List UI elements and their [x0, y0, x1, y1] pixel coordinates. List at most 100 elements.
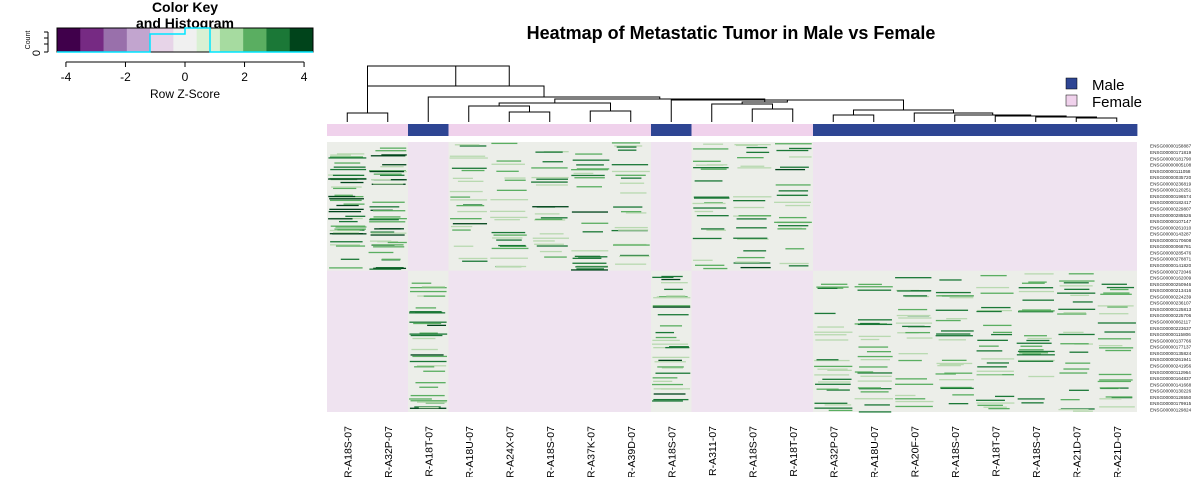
legend: Male Female — [1065, 77, 1142, 111]
dendrogram-branch — [913, 112, 994, 122]
color-key-x-axis: -4 -2 0 2 4 — [61, 61, 308, 84]
heatmap-cell — [371, 244, 404, 246]
heatmap-cell — [340, 181, 364, 184]
heatmap-cell — [857, 387, 882, 389]
group-bar-cell — [894, 124, 935, 136]
row-label: ENSG00000130226 — [1150, 389, 1192, 394]
heatmap-cell — [423, 295, 446, 297]
heatmap-cell — [661, 278, 681, 281]
heatmap-cell — [814, 407, 853, 409]
heatmap-cell — [818, 381, 851, 383]
heatmap-cell — [369, 206, 400, 208]
heatmap-cell — [1097, 380, 1131, 383]
heatmap-cell — [659, 296, 688, 298]
heatmap-cell — [329, 199, 362, 202]
row-label: ENSG00000158887 — [1150, 144, 1192, 149]
heatmap-cell — [611, 170, 650, 173]
heatmap-cell — [815, 383, 851, 385]
heatmap-cell — [778, 190, 809, 192]
row-label: ENSG00000141668 — [1150, 382, 1192, 387]
dendrogram-branch — [468, 105, 530, 122]
heatmap-cell — [343, 203, 365, 205]
heatmap-cell — [789, 147, 812, 150]
heatmap-cell — [814, 312, 836, 315]
column-label: R-A21D-07 — [1112, 426, 1124, 477]
heatmap-cell — [381, 154, 407, 156]
heatmap-cell — [906, 337, 933, 339]
row-label: ENSG00000135824 — [1150, 351, 1192, 356]
heatmap-cell — [935, 335, 973, 337]
heatmap-cell — [387, 241, 407, 244]
row-label: ENSG00000196574 — [1150, 194, 1192, 199]
heatmap-cell — [410, 334, 443, 337]
group-bar-cell — [1056, 124, 1097, 136]
heatmap-cell — [615, 263, 647, 265]
heatmap-cell — [451, 167, 487, 169]
column-label: R-A39D-07 — [626, 426, 638, 477]
heatmap-cell — [734, 143, 771, 146]
dendrogram-branch — [711, 103, 773, 122]
heatmap-cell — [733, 200, 766, 202]
heatmap-cell — [1057, 292, 1096, 294]
heatmap-cell — [814, 365, 853, 368]
heatmap-cell — [779, 262, 809, 265]
heatmap-cell — [777, 228, 807, 230]
heatmap-cell — [490, 257, 528, 259]
heatmap-cell — [614, 145, 643, 147]
heatmap-cell — [1059, 280, 1095, 282]
heatmap-cell — [412, 355, 447, 358]
heatmap-cell — [738, 215, 772, 217]
heatmap-cell — [540, 217, 568, 219]
heatmap-cell — [333, 232, 359, 234]
heatmap-cell — [775, 184, 811, 186]
heatmap-cell — [504, 179, 526, 181]
heatmap-cell — [1016, 342, 1052, 344]
heatmap-cell — [653, 393, 686, 395]
heatmap-cell — [575, 153, 603, 155]
group-bar-cell — [772, 124, 814, 136]
heatmap-cell — [815, 339, 849, 341]
heatmap-cell — [495, 265, 527, 268]
heatmap-cell — [336, 153, 365, 155]
heatmap-cell — [531, 176, 569, 179]
row-label: ENSG00000179915 — [1150, 401, 1192, 406]
heatmap-cell — [854, 398, 893, 400]
heatmap-cell — [696, 215, 729, 217]
heatmap-cell — [535, 184, 568, 186]
row-label: ENSG00000137766 — [1150, 338, 1192, 343]
heatmap-cell — [895, 383, 934, 385]
heatmap-cell — [854, 286, 893, 288]
heatmap-cell — [940, 330, 974, 332]
column-label: R-A37K-07 — [585, 426, 597, 477]
heatmap-cell — [1072, 301, 1093, 303]
heatmap-cell — [898, 359, 922, 362]
heatmap-cell — [1021, 402, 1044, 404]
heatmap-cell — [980, 292, 1014, 294]
dendrogram-branch — [589, 110, 632, 122]
dendrogram-branch — [670, 99, 904, 122]
heatmap-cell — [703, 267, 728, 270]
column-label: R-A18S-07 — [950, 426, 962, 477]
column-label: R-A18T-07 — [990, 426, 1002, 477]
heatmap-cell — [1018, 310, 1055, 312]
heatmap-cell — [858, 283, 882, 286]
heatmap-cell — [382, 164, 407, 166]
heatmap-cell — [940, 386, 972, 389]
heatmap-cell — [1111, 396, 1133, 399]
heatmap-cell — [463, 204, 483, 206]
heatmap-cell — [692, 160, 721, 162]
heatmap-cell — [619, 182, 645, 184]
row-label: ENSG00000177137 — [1150, 345, 1192, 350]
row-label: ENSG00000143287 — [1150, 232, 1192, 237]
heatmap-cell — [652, 276, 674, 279]
heatmap-cell — [1028, 281, 1047, 283]
heatmap-cell — [1063, 282, 1089, 284]
chart-title: Heatmap of Metastatic Tumor in Male vs F… — [527, 23, 936, 43]
group-bar-cell — [529, 124, 571, 136]
heatmap-cell — [895, 322, 933, 324]
heatmap-cell — [1073, 410, 1093, 412]
legend-swatch-male — [1065, 77, 1078, 90]
heatmap-cell — [857, 319, 892, 321]
heatmap-cell — [369, 221, 406, 223]
heatmap-cell — [935, 319, 961, 322]
